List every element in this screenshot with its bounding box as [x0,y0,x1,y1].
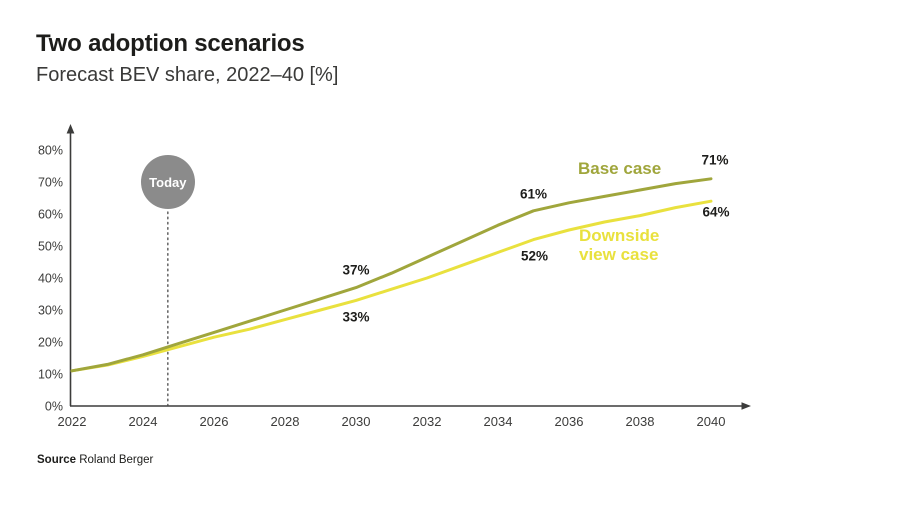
today-label: Today [149,174,187,190]
x-axis-arrow-icon [741,402,751,410]
source-line: Source Roland Berger [37,454,153,466]
y-tick-label: 80% [38,144,63,158]
page-subtitle: Forecast BEV share, 2022–40 [%] [36,64,339,86]
series-line-downside-view-case [70,199,713,373]
x-tick-label: 2022 [58,414,87,429]
y-axis-arrow-icon [66,124,75,134]
data-label-downside-view-case-2040: 64% [702,204,730,220]
series-label-base-case: Base case [578,159,662,178]
x-tick-label: 2030 [342,414,371,429]
series-line-base-case [70,177,713,373]
y-tick-label: 60% [38,208,63,222]
page-title: Two adoption scenarios [36,30,305,57]
data-label-downside-view-case-2030: 33% [342,309,370,325]
x-tick-label: 2034 [484,414,513,429]
data-label-downside-view-case-2035: 52% [520,248,549,264]
y-tick-label: 70% [38,176,63,190]
y-tick-label: 0% [45,400,63,414]
x-tick-label: 2040 [697,414,726,429]
x-tick-label: 2032 [413,414,442,429]
source-text: Roland Berger [79,454,154,466]
series-label-downside-view-case: Downside view case [579,226,660,264]
data-label-base-case-2030: 37% [342,262,370,278]
y-tick-label: 50% [38,240,63,254]
today-badge: Today [140,155,195,209]
data-label-base-case-2035: 61% [519,186,548,202]
data-label-base-case-2040: 71% [701,152,729,168]
x-tick-label: 2026 [200,414,229,429]
y-tick-label: 20% [38,336,63,350]
x-tick-label: 2028 [271,414,300,429]
x-tick-label: 2024 [129,414,158,429]
x-tick-label: 2036 [555,414,584,429]
x-tick-label: 2038 [626,414,655,429]
y-tick-label: 40% [38,272,63,286]
y-tick-label: 10% [38,368,63,382]
source-prefix: Source [37,454,76,466]
y-tick-label: 30% [38,304,63,318]
